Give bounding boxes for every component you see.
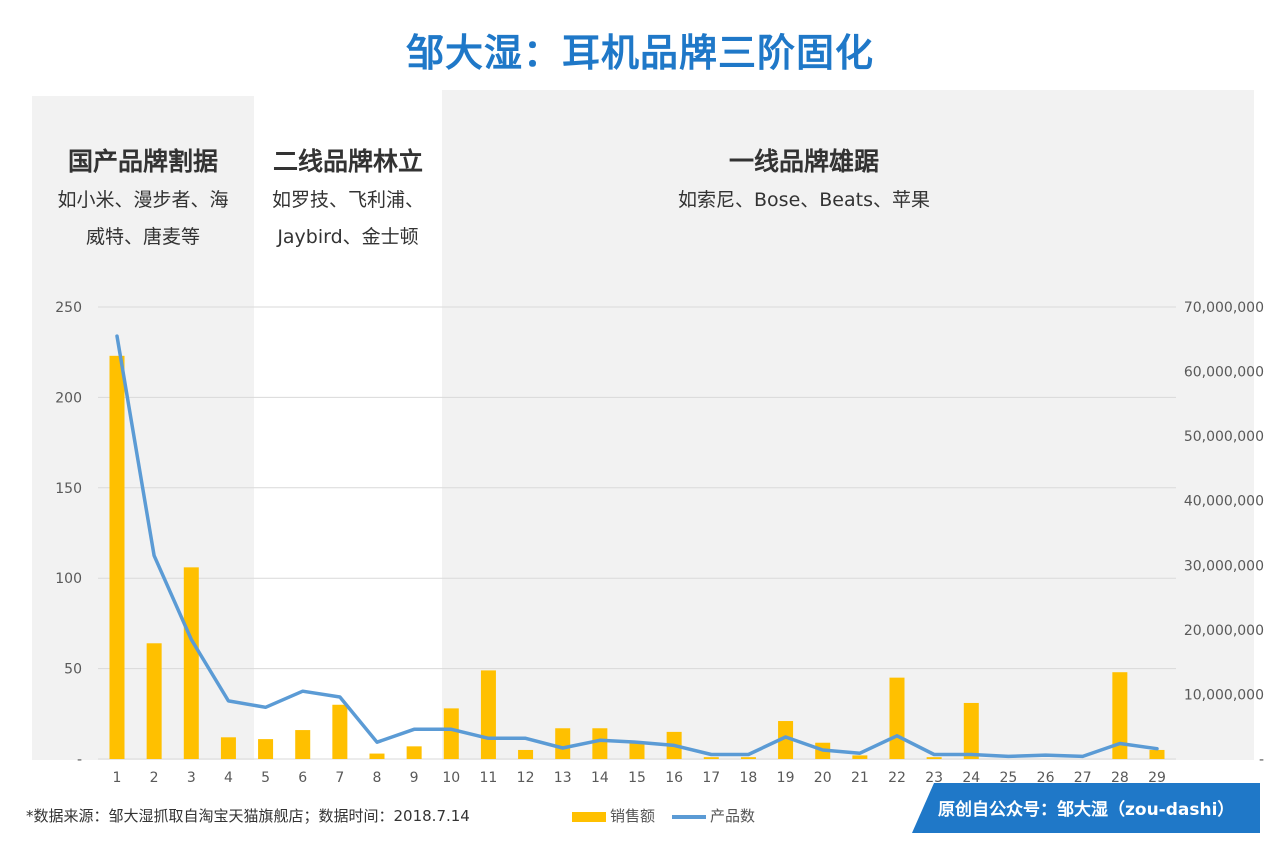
x-tick-label: 27 <box>1074 770 1092 786</box>
x-tick-label: 19 <box>777 770 795 786</box>
bar <box>146 643 162 759</box>
x-tick-label: 29 <box>1148 770 1166 786</box>
x-tick-label: 12 <box>517 770 535 786</box>
y-right-tick-label: 40,000,000 <box>1184 494 1264 510</box>
bar <box>629 742 645 759</box>
y-right-tick-label: 60,000,000 <box>1184 365 1264 381</box>
segment-desc-line: 威特、唐麦等 <box>85 226 200 248</box>
segment-band-domestic <box>32 96 254 760</box>
x-tick-label: 22 <box>888 770 906 786</box>
x-tick-label: 6 <box>298 770 307 786</box>
y-left-tick-label: 50 <box>64 662 82 678</box>
y-left-tick-label: 250 <box>55 300 82 316</box>
x-tick-label: 8 <box>373 770 382 786</box>
legend-label: 产品数 <box>710 807 756 825</box>
bar <box>1149 749 1165 759</box>
bar <box>443 708 459 759</box>
x-tick-label: 16 <box>665 770 683 786</box>
segment-desc-line: 如小米、漫步者、海 <box>57 189 229 211</box>
bar <box>852 755 868 759</box>
y-right-tick-label: - <box>1259 752 1264 768</box>
x-tick-label: 18 <box>740 770 758 786</box>
x-tick-label: 23 <box>925 770 943 786</box>
y-right-tick-label: 30,000,000 <box>1184 558 1264 574</box>
source-banner <box>912 783 1260 833</box>
bar <box>778 721 794 759</box>
x-tick-label: 10 <box>442 770 460 786</box>
segment-desc-line: 如罗技、飞利浦、 <box>271 189 424 211</box>
bar <box>295 730 311 759</box>
segment-desc-second-tier: 如罗技、飞利浦、 Jaybird、金士顿 <box>254 182 442 256</box>
x-tick-label: 28 <box>1111 770 1129 786</box>
legend-label: 销售额 <box>610 807 656 825</box>
x-tick-label: 14 <box>591 770 609 786</box>
legend-line-swatch <box>672 814 706 819</box>
data-source-note: *数据来源：邹大湿抓取自淘宝天猫旗舰店；数据时间：2018.7.14 <box>26 807 470 825</box>
x-tick-label: 15 <box>628 770 646 786</box>
series-line <box>115 334 1159 759</box>
segment-band-tier-one <box>442 90 1254 760</box>
segment-title-domestic: 国产品牌割据 <box>67 147 218 176</box>
x-tick-label: 2 <box>150 770 159 786</box>
bar <box>963 702 979 759</box>
x-tick-label: 24 <box>962 770 980 786</box>
bar <box>406 746 422 759</box>
bar <box>740 757 756 759</box>
bar <box>555 728 571 759</box>
x-tick-label: 26 <box>1037 770 1055 786</box>
chart-title: 邹大湿：耳机品牌三阶固化 <box>405 31 874 75</box>
bar <box>926 757 942 759</box>
x-tick-label: 3 <box>187 770 196 786</box>
y-right-tick-label: 50,000,000 <box>1184 429 1264 445</box>
source-banner-text: 原创自公众号：邹大湿（zou-dashi） <box>938 800 1235 820</box>
bar <box>369 753 385 759</box>
bar <box>220 737 236 759</box>
legend-item-products: 产品数 <box>672 805 755 826</box>
bar <box>332 704 348 759</box>
x-tick-label: 7 <box>335 770 344 786</box>
legend-bar-swatch <box>572 811 606 822</box>
y-left-tick-label: 100 <box>55 571 82 587</box>
x-tick-label: 25 <box>1000 770 1018 786</box>
segment-desc-line: Jaybird、金士顿 <box>277 226 419 248</box>
x-tick-label: 5 <box>261 770 270 786</box>
segment-desc-tier-one: 如索尼、Bose、Beats、苹果 <box>442 182 1166 219</box>
bar <box>258 739 274 759</box>
y-left-tick-label: - <box>77 752 82 768</box>
x-tick-label: 9 <box>410 770 419 786</box>
y-right-tick-label: 10,000,000 <box>1184 687 1264 703</box>
x-tick-label: 11 <box>480 770 498 786</box>
segment-desc-line: 如索尼、Bose、Beats、苹果 <box>678 189 930 211</box>
bar <box>183 567 199 759</box>
segment-title-tier-one: 一线品牌雄踞 <box>728 147 879 176</box>
y-right-tick-label: 20,000,000 <box>1184 623 1264 639</box>
segment-desc-domestic: 如小米、漫步者、海 威特、唐麦等 <box>32 182 254 256</box>
y-right-tick-label: 70,000,000 <box>1184 300 1264 316</box>
bar <box>109 355 125 759</box>
legend-item-sales: 销售额 <box>572 805 655 826</box>
bar <box>703 757 719 759</box>
bar <box>1112 672 1128 759</box>
x-tick-label: 1 <box>113 770 122 786</box>
x-tick-label: 4 <box>224 770 233 786</box>
x-tick-label: 17 <box>702 770 720 786</box>
segment-title-second-tier: 二线品牌林立 <box>272 147 423 176</box>
x-tick-label: 21 <box>851 770 869 786</box>
y-left-tick-label: 150 <box>55 481 82 497</box>
x-tick-label: 13 <box>554 770 572 786</box>
bar <box>518 749 534 759</box>
bar <box>592 728 608 759</box>
bar <box>889 677 905 759</box>
x-tick-label: 20 <box>814 770 832 786</box>
bar <box>480 670 496 759</box>
y-left-tick-label: 200 <box>55 390 82 406</box>
